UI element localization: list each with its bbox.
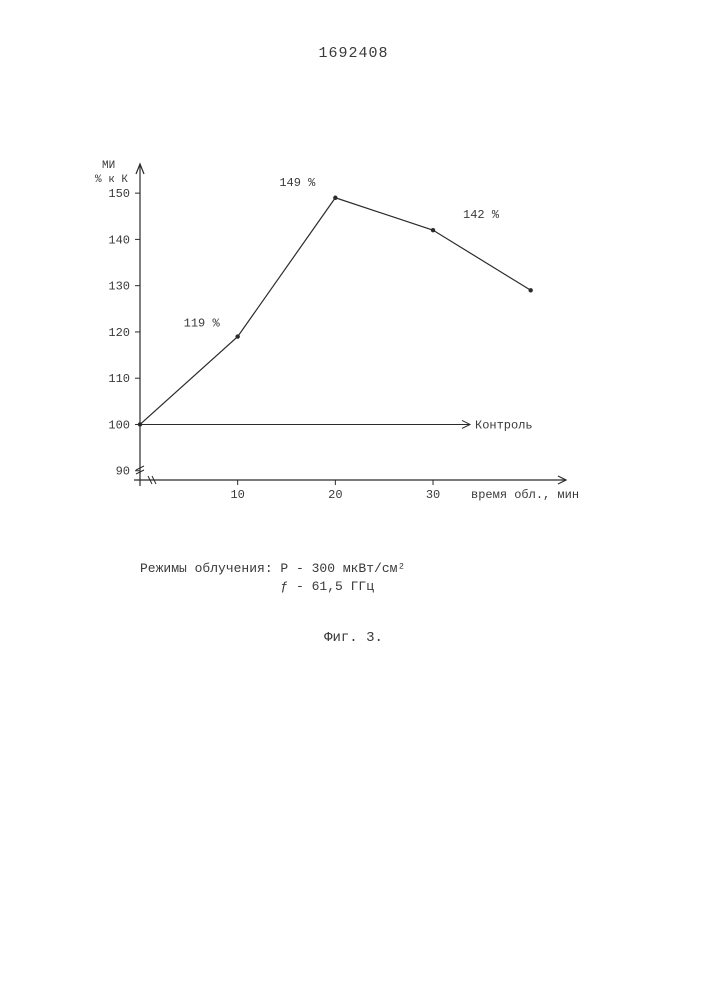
svg-text:130: 130 [108, 280, 130, 294]
svg-text:100: 100 [108, 418, 130, 432]
svg-text:119 %: 119 % [184, 317, 221, 331]
svg-text:10: 10 [230, 488, 244, 502]
svg-text:20: 20 [328, 488, 342, 502]
chart: 90 100 110 120 130 140 150 10 20 30 время обл., ми… [80, 150, 580, 530]
svg-text:90: 90 [116, 465, 130, 479]
svg-text:% к К: % к К [95, 174, 128, 186]
svg-text:30: 30 [426, 488, 440, 502]
svg-text:110: 110 [108, 372, 130, 386]
caption: Режимы облучения: Р - 300 мкВт/см² ƒ - 6… [140, 560, 405, 595]
svg-text:142 %: 142 % [463, 208, 500, 222]
caption-line2: ƒ - 61,5 ГГц [140, 579, 374, 594]
svg-text:140: 140 [108, 233, 130, 247]
svg-text:150: 150 [108, 187, 130, 201]
document-number: 1692408 [0, 45, 707, 62]
svg-text:149 %: 149 % [279, 176, 316, 190]
svg-text:МИ: МИ [102, 160, 115, 172]
page: 1692408 90 100 110 120 130 140 150 10 20 30 время … [0, 0, 707, 1000]
caption-line1: Режимы облучения: Р - 300 мкВт/см² [140, 561, 405, 576]
figure-label: Фиг. 3. [0, 630, 707, 646]
svg-text:Контроль: Контроль [475, 418, 533, 432]
chart-svg: 90 100 110 120 130 140 150 10 20 30 время обл., ми… [80, 150, 580, 530]
svg-text:время обл., мин.: время обл., мин. [471, 488, 580, 502]
svg-text:120: 120 [108, 326, 130, 340]
